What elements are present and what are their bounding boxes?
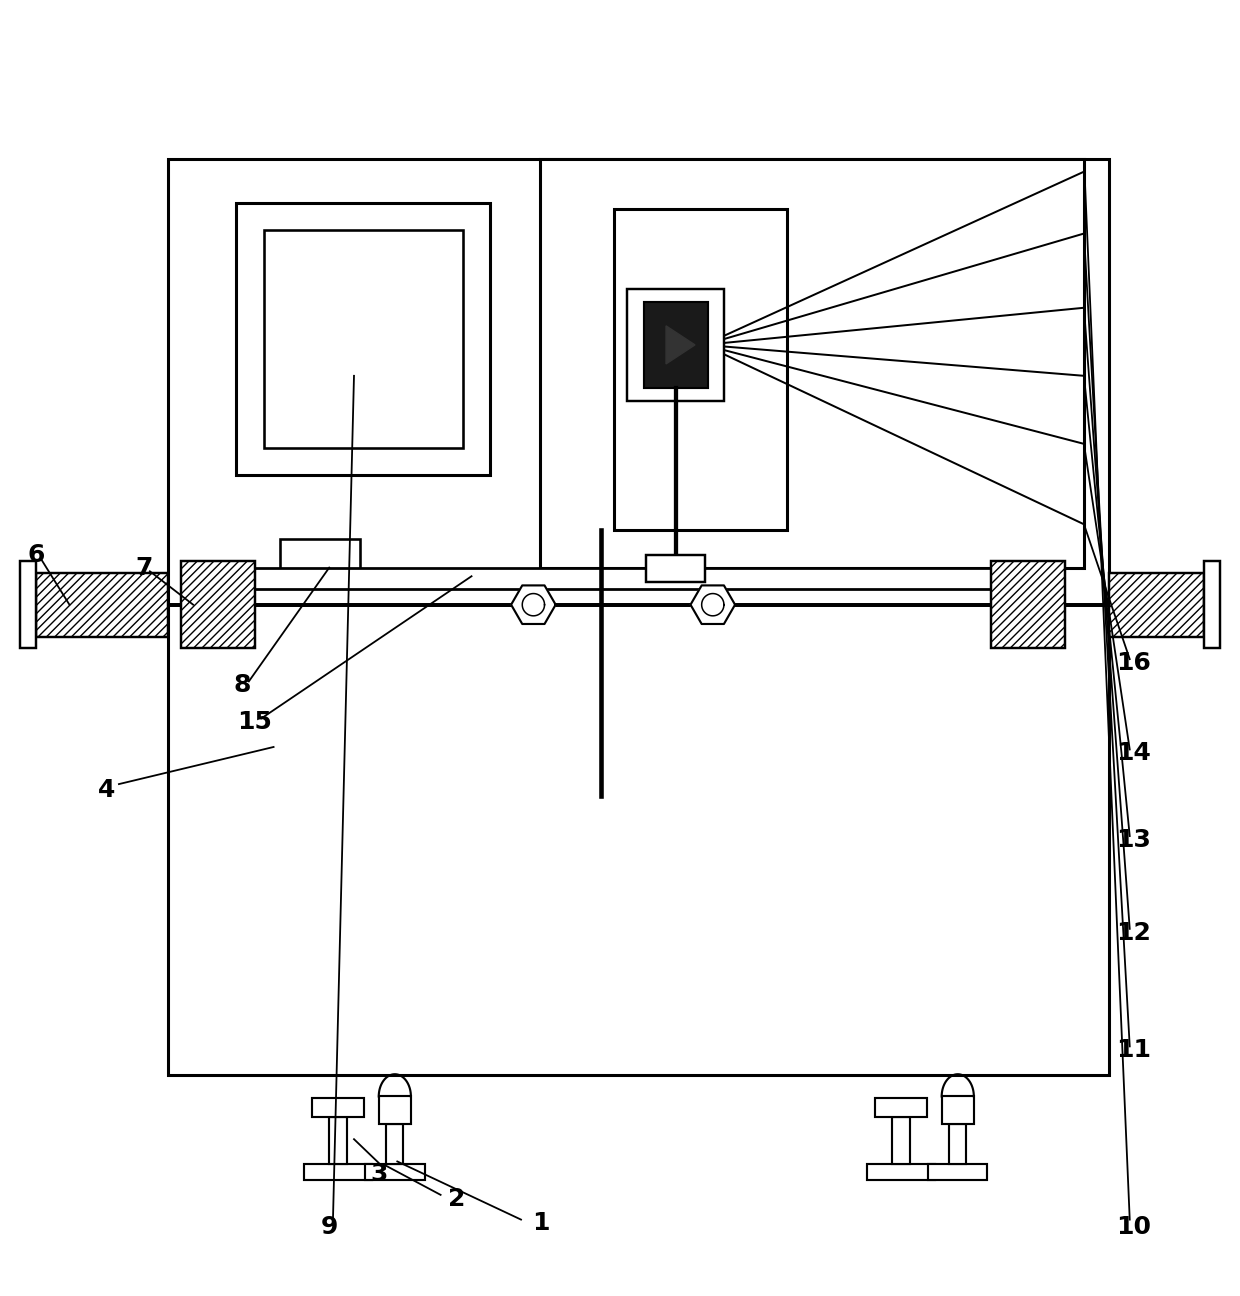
Bar [243,568,1028,588]
Bar [169,159,1109,1074]
Bar [867,1164,935,1179]
Bar [991,561,1065,648]
Bar [875,1098,926,1117]
Text: 14: 14 [1116,741,1151,765]
Bar [20,561,36,648]
Bar [1109,573,1204,636]
Text: 2: 2 [448,1187,465,1210]
Text: 16: 16 [1116,651,1151,675]
Bar [614,209,787,530]
Text: 11: 11 [1116,1038,1151,1063]
Bar [949,1125,966,1164]
Bar [1204,561,1220,648]
Bar [941,1096,973,1125]
Bar [627,289,724,402]
Bar [646,555,706,582]
Bar [539,159,1084,568]
Text: 12: 12 [1116,920,1151,945]
Bar [181,561,255,648]
Polygon shape [511,586,556,623]
Text: 7: 7 [135,556,153,579]
Bar [329,1117,347,1164]
Text: 10: 10 [1116,1216,1151,1239]
Bar [312,1098,363,1117]
Polygon shape [666,325,694,364]
Bar [365,1164,424,1179]
Text: 1: 1 [532,1212,549,1235]
Text: 13: 13 [1116,828,1151,851]
Bar [237,202,490,474]
Bar [892,1117,910,1164]
Bar [280,539,360,577]
Bar [304,1164,372,1179]
Bar [386,1125,403,1164]
Bar [264,229,463,447]
Bar [378,1096,410,1125]
Bar [36,573,169,636]
Text: 3: 3 [370,1161,387,1186]
Text: 6: 6 [27,543,45,568]
Polygon shape [691,586,735,623]
Text: 8: 8 [234,673,252,697]
Bar [644,302,708,389]
Text: 4: 4 [98,779,115,802]
Text: 9: 9 [321,1216,339,1239]
Bar [928,1164,987,1179]
Text: 15: 15 [238,710,273,735]
